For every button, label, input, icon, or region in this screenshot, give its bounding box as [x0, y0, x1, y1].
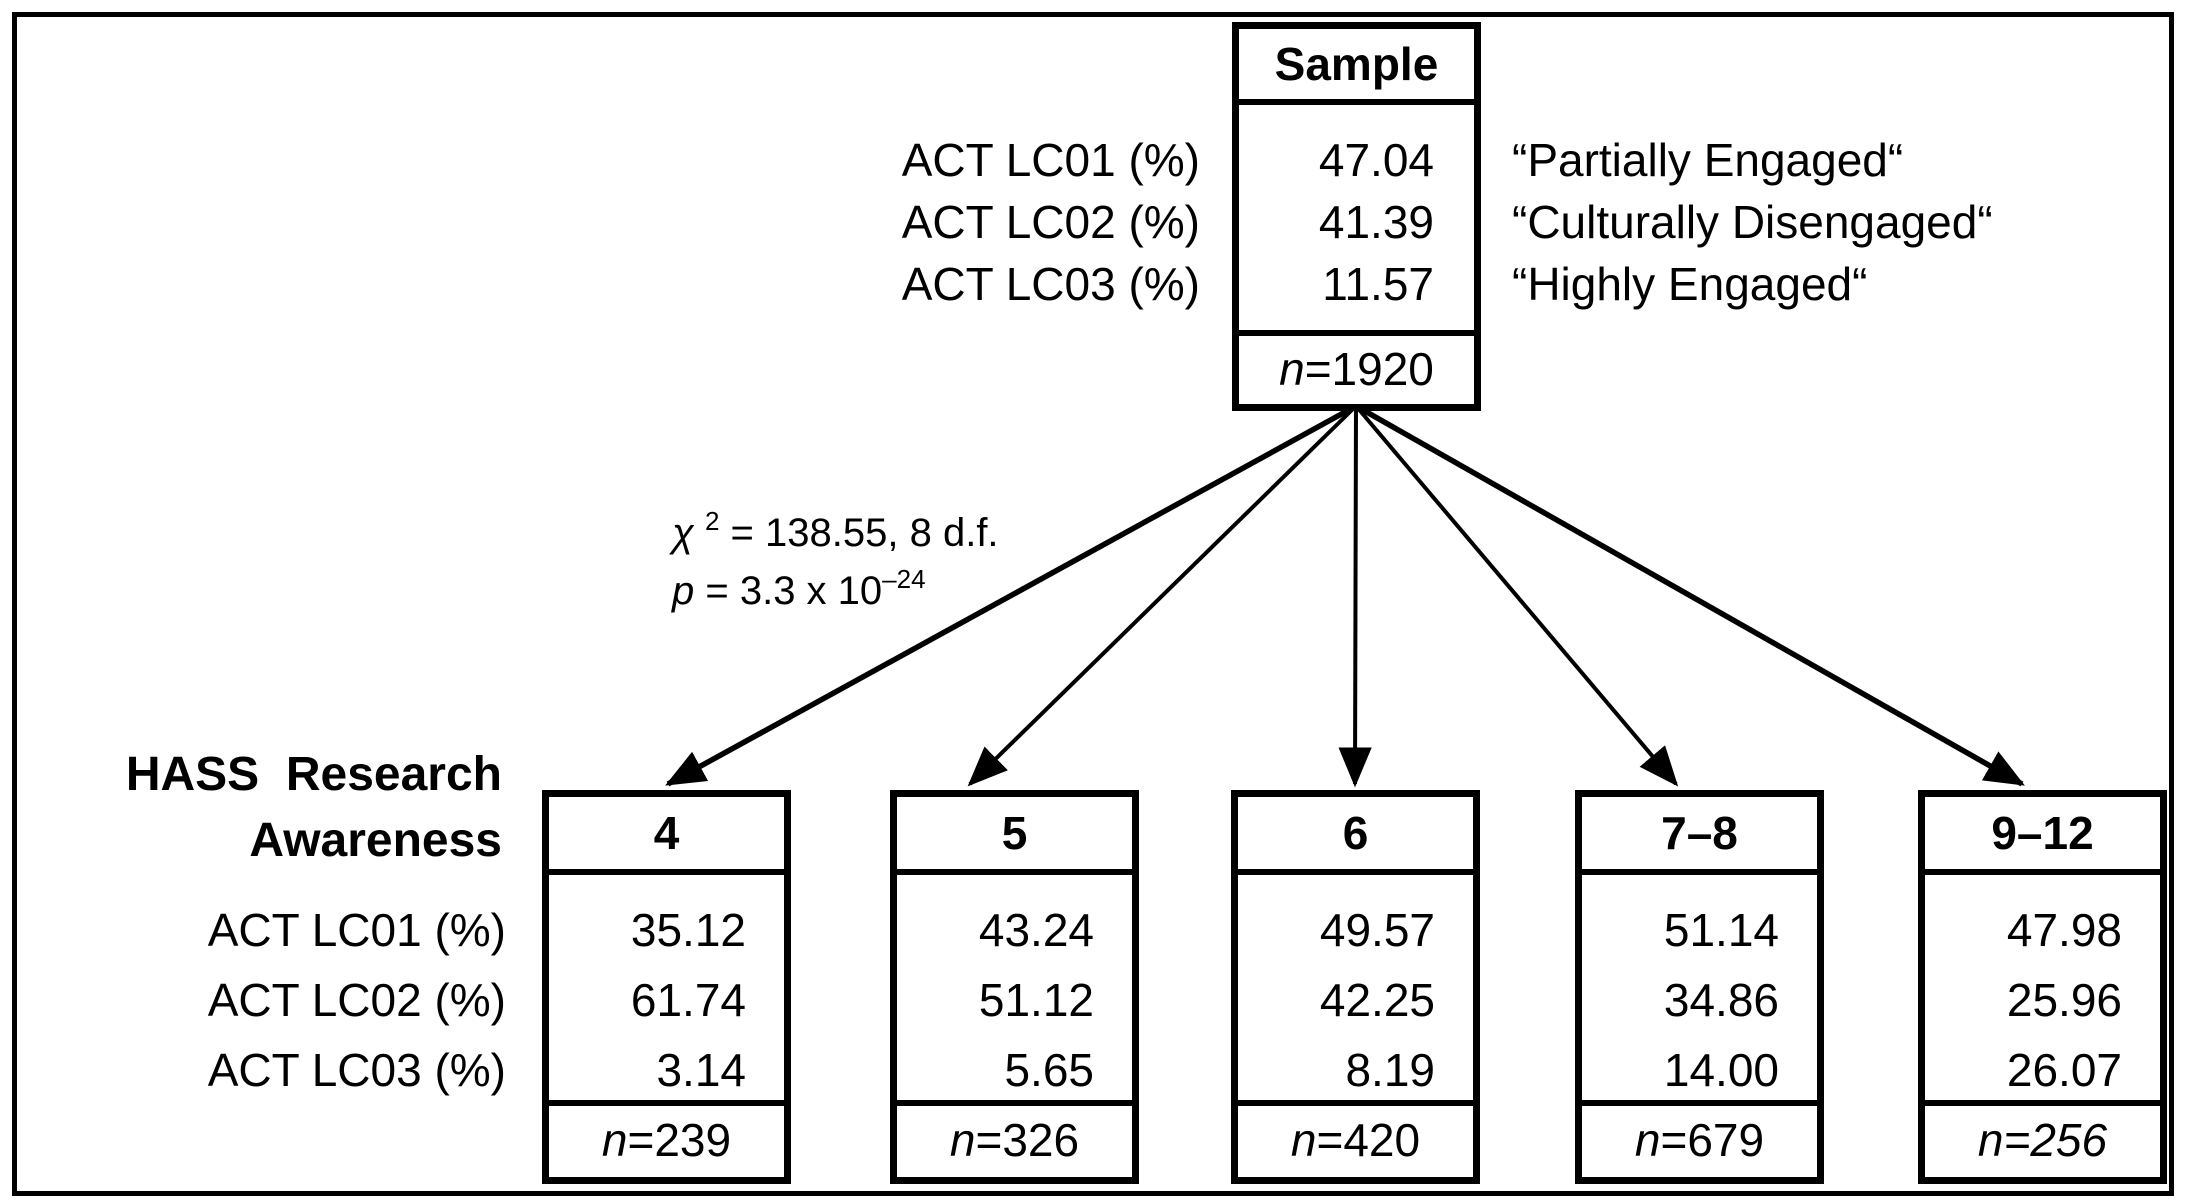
lc01-value: 43.24	[978, 904, 1094, 956]
figure-border	[12, 12, 2174, 1196]
group-box-9-12-values: 47.98 25.96 26.07	[1925, 875, 2160, 1100]
lc01-value: 47.98	[2006, 904, 2122, 956]
lc01-value: 51.14	[1663, 904, 1779, 956]
n-value: =256	[2003, 1114, 2108, 1166]
n-value: =679	[1660, 1114, 1765, 1166]
n-symbol: n	[1290, 1114, 1317, 1166]
p-value: = 3.3 x 10	[694, 569, 883, 613]
lc02-value: 25.96	[2006, 974, 2122, 1026]
class-label-partially-engaged: “Partially Engaged“	[1512, 134, 1904, 186]
n-symbol: n	[949, 1114, 976, 1166]
group-box-4: 4 35.12 61.74 3.14 n=239	[542, 790, 791, 1184]
group-box-4-title: 4	[549, 797, 784, 875]
group-box-4-n-count: n=239	[549, 1100, 784, 1177]
sample-lc01-value: 47.04	[1318, 134, 1434, 186]
group-axis-title: HASS Research Awareness	[40, 742, 502, 874]
group-box-4-values: 35.12 61.74 3.14	[549, 875, 784, 1100]
class-label-culturally-disengaged: “Culturally Disengaged“	[1512, 196, 1993, 248]
group-box-7-8-n-count: n=679	[1582, 1100, 1817, 1177]
chi-square-annotation: χ 2 = 138.55, 8 d.f. p = 3.3 x 10–24	[672, 504, 999, 620]
arrow-to-group-7-8	[1354, 404, 1679, 787]
chi-value: = 138.55, 8 d.f.	[719, 511, 999, 555]
group-box-6-values: 49.57 42.25 8.19	[1238, 875, 1473, 1100]
row-label-act-lc03: ACT LC03 (%)	[901, 258, 1200, 310]
arrow-to-group-9-12	[1354, 403, 2025, 787]
group-box-5-values: 43.24 51.12 5.65	[897, 875, 1132, 1100]
lc02-value: 42.25	[1319, 974, 1435, 1026]
sample-lc03-value: 11.57	[1322, 258, 1434, 310]
sample-n-count: n=1920	[1239, 330, 1474, 404]
group-axis-title-line2: Awareness	[249, 814, 502, 867]
group-box-5-n-count: n=326	[897, 1100, 1132, 1177]
group-box-6-n-count: n=420	[1238, 1100, 1473, 1177]
group-box-7-8-title: 7–8	[1582, 797, 1817, 875]
group-box-6: 6 49.57 42.25 8.19 n=420	[1231, 790, 1480, 1184]
n-symbol: n	[1279, 343, 1305, 395]
group-box-5-title: 5	[897, 797, 1132, 875]
row-label-act-lc01: ACT LC01 (%)	[901, 134, 1200, 186]
chi-square-line: χ 2 = 138.55, 8 d.f.	[672, 504, 999, 562]
sample-row-labels: ACT LC01 (%) ACT LC02 (%) ACT LC03 (%)	[550, 129, 1200, 315]
lc03-value: 8.19	[1345, 1044, 1435, 1096]
group-box-9-12: 9–12 47.98 25.96 26.07 n=256	[1918, 790, 2167, 1184]
class-label-highly-engaged: “Highly Engaged“	[1512, 258, 1868, 310]
p-symbol: p	[672, 569, 695, 613]
n-symbol: n	[601, 1114, 628, 1166]
p-value-line: p = 3.3 x 10–24	[672, 562, 999, 620]
lc02-value: 34.86	[1663, 974, 1779, 1026]
row-label-act-lc02: ACT LC02 (%)	[901, 196, 1200, 248]
group-row-labels: ACT LC01 (%) ACT LC02 (%) ACT LC03 (%)	[40, 895, 506, 1105]
n-symbol: n	[1634, 1114, 1661, 1166]
n-symbol: n	[1977, 1114, 2004, 1166]
lc01-value: 35.12	[630, 904, 746, 956]
group-axis-title-line1: HASS Research	[125, 748, 502, 801]
n-value: =326	[975, 1114, 1080, 1166]
group-box-6-title: 6	[1238, 797, 1473, 875]
group-box-9-12-n-count: n=256	[1925, 1100, 2160, 1177]
sample-box-values: 47.04 41.39 11.57	[1239, 105, 1474, 330]
n-value: =1920	[1304, 343, 1434, 395]
lc03-value: 14.00	[1663, 1044, 1779, 1096]
chi-symbol: χ	[672, 511, 694, 555]
group-box-9-12-title: 9–12	[1925, 797, 2160, 875]
sample-box-title: Sample	[1239, 29, 1474, 105]
sample-box: Sample 47.04 41.39 11.57 n=1920	[1232, 22, 1481, 411]
arrow-to-group-5	[967, 404, 1358, 787]
lc03-value: 3.14	[656, 1044, 746, 1096]
lc03-value: 26.07	[2006, 1044, 2122, 1096]
row-label-act-lc03: ACT LC03 (%)	[207, 1044, 506, 1096]
arrow-to-group-6	[1338, 405, 1372, 788]
row-label-act-lc01: ACT LC01 (%)	[207, 904, 506, 956]
lc02-value: 51.12	[978, 974, 1094, 1026]
class-interpretation-labels: “Partially Engaged“ “Culturally Disengag…	[1512, 129, 2172, 315]
row-label-act-lc02: ACT LC02 (%)	[207, 974, 506, 1026]
n-value: =239	[627, 1114, 732, 1166]
lc03-value: 5.65	[1004, 1044, 1094, 1096]
sample-lc02-value: 41.39	[1318, 196, 1434, 248]
n-value: =420	[1316, 1114, 1421, 1166]
chi-exponent: 2	[704, 506, 720, 536]
group-box-5: 5 43.24 51.12 5.65 n=326	[890, 790, 1139, 1184]
group-box-7-8-values: 51.14 34.86 14.00	[1582, 875, 1817, 1100]
arrow-to-group-4	[665, 403, 1358, 787]
p-exponent: –24	[882, 564, 926, 594]
group-box-7-8: 7–8 51.14 34.86 14.00 n=679	[1575, 790, 1824, 1184]
lc01-value: 49.57	[1319, 904, 1435, 956]
lc02-value: 61.74	[630, 974, 746, 1026]
